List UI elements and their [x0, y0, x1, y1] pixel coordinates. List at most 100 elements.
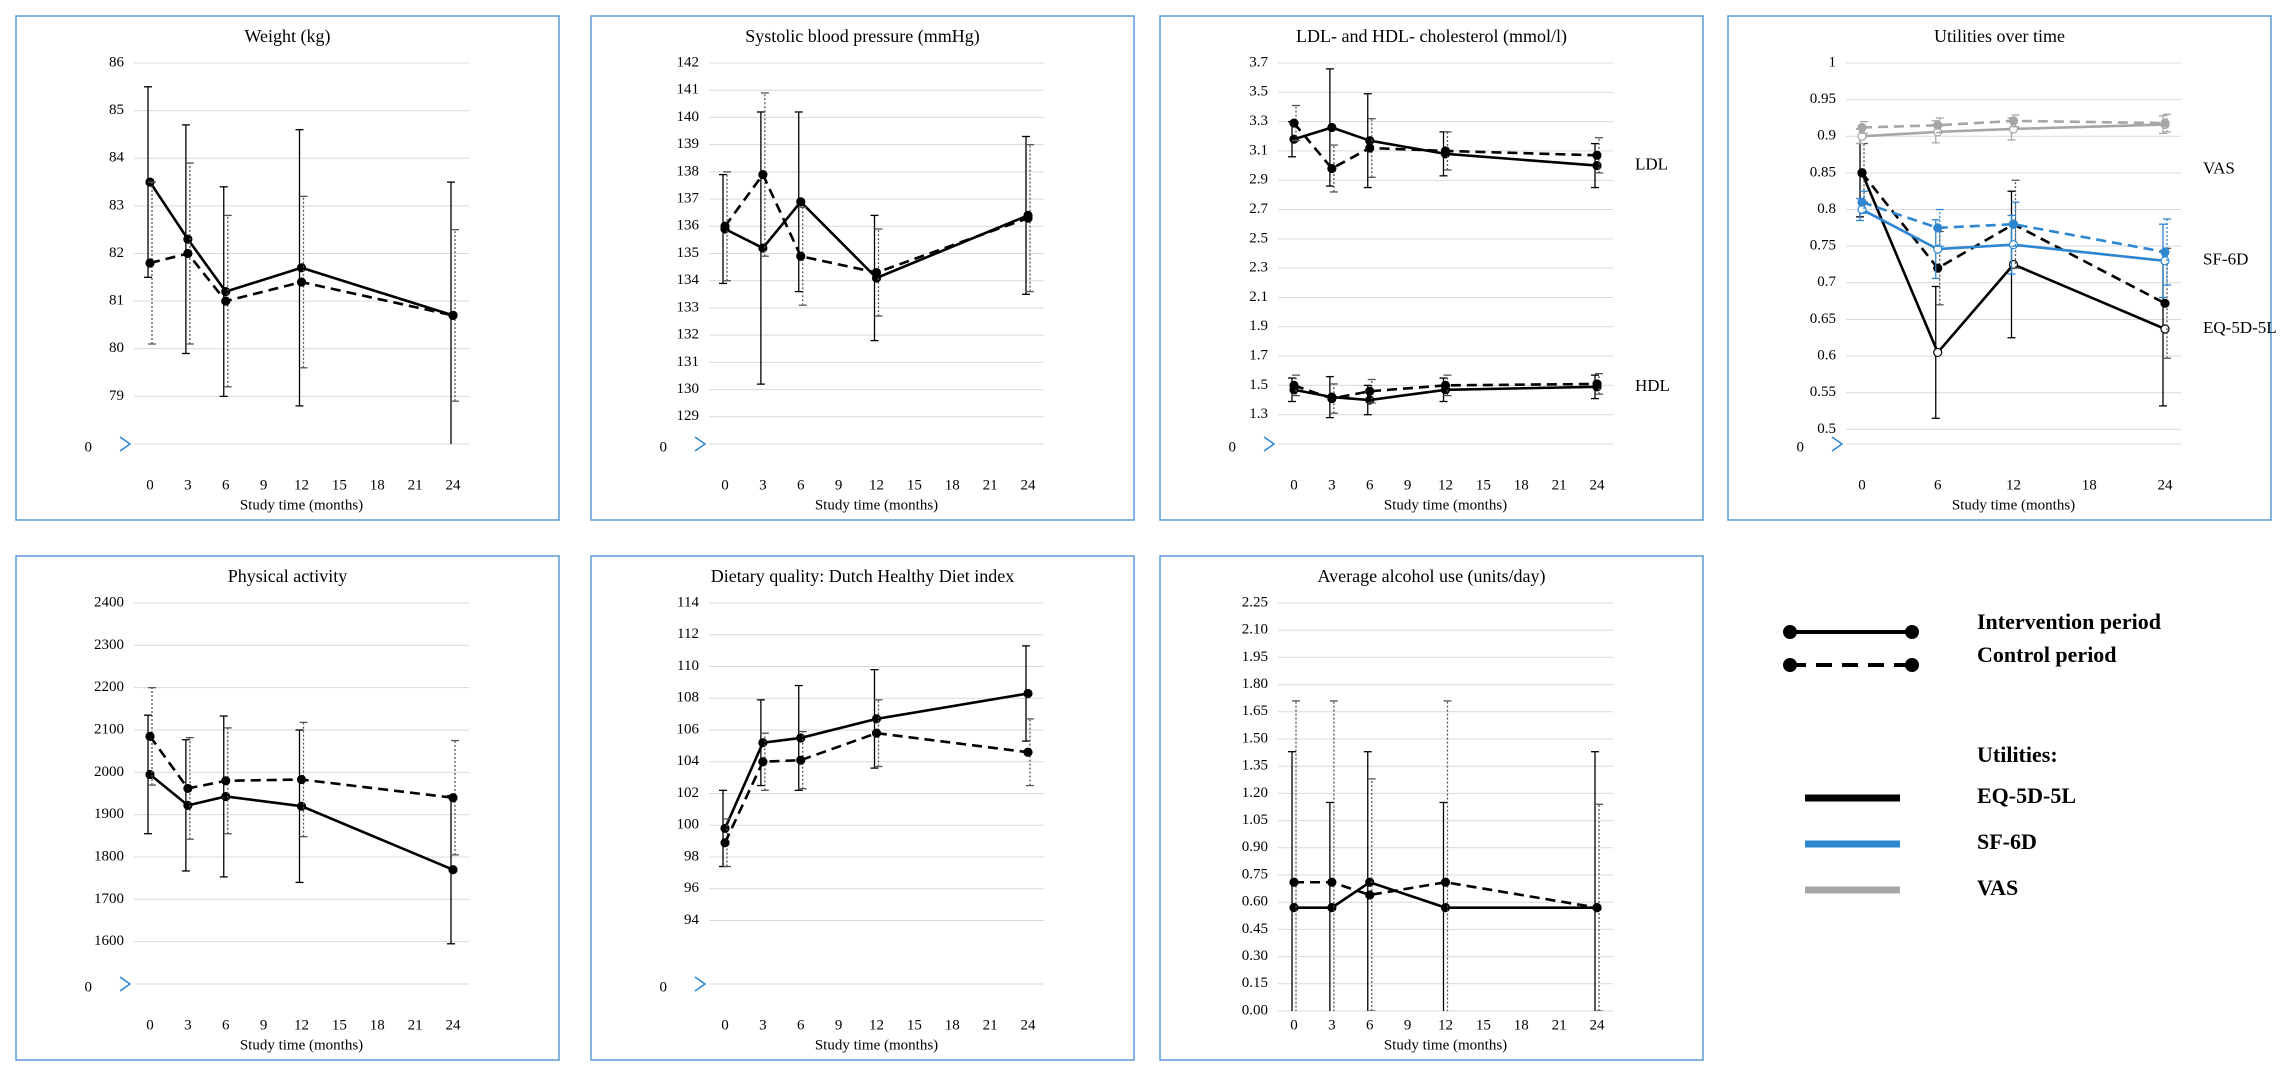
break-label: 0: [660, 439, 668, 455]
chart-title: Dietary quality: Dutch Healthy Diet inde…: [711, 566, 1014, 586]
x-tick-label: 12: [2006, 477, 2021, 493]
data-point: [2160, 324, 2170, 334]
data-point: [1857, 197, 1867, 207]
data-point: [448, 793, 458, 803]
data-point: [2160, 298, 2170, 308]
x-tick-label: 18: [1514, 477, 1529, 493]
x-tick-label: 21: [1552, 1017, 1567, 1033]
axis-break: [1831, 436, 1844, 452]
y-tick-label: 2.7: [1249, 201, 1268, 217]
error-bar: [1935, 208, 1944, 247]
data-point: [1933, 223, 1943, 233]
x-tick-label: 3: [759, 477, 767, 493]
chart-title: Utilities over time: [1934, 26, 2065, 46]
x-tick-label: 15: [332, 1017, 347, 1033]
x-tick-label: 0: [1858, 477, 1866, 493]
data-point: [796, 755, 806, 765]
series-line: [723, 731, 1029, 844]
data-point: [1289, 877, 1299, 887]
y-tick-label: 79: [109, 388, 124, 404]
error-bar: [1443, 374, 1452, 397]
y-tick-label: 0.9: [1817, 128, 1836, 144]
y-tick-label: 2400: [94, 594, 124, 610]
x-tick-label: 18: [2082, 477, 2097, 493]
chart: Weight (kg) 79 80 81 82 83 84 85 86 0 0 3 6 9 12 15 18 21…: [15, 15, 560, 521]
data-point: [2008, 240, 2019, 250]
x-tick-label: 21: [408, 1017, 423, 1033]
x-tick-label: 12: [1438, 1017, 1453, 1033]
data-point: [1023, 213, 1033, 223]
data-point: [2160, 247, 2170, 257]
y-tick-label: 132: [677, 327, 700, 343]
data-point: [145, 258, 155, 268]
y-tick-label: 1.65: [1242, 703, 1268, 719]
x-tick-label: 9: [835, 477, 843, 493]
error-bar: [1860, 190, 1868, 214]
error-bar: [185, 736, 194, 840]
error-bar: [2011, 179, 2020, 269]
x-tick-label: 18: [1514, 1017, 1529, 1033]
data-point: [1023, 688, 1033, 699]
error-bar: [1367, 378, 1376, 404]
data-point: [871, 728, 882, 738]
y-tick-label: 0.8: [1817, 201, 1836, 217]
annotation: SF-6D: [2203, 250, 2248, 269]
data-point: [1933, 347, 1943, 358]
plot-area: [144, 687, 459, 945]
x-tick-label: 0: [721, 477, 729, 493]
x-tick-label: 9: [260, 477, 268, 493]
data-point: [296, 774, 307, 785]
x-tick-label: 0: [146, 477, 154, 493]
error-bar: [1443, 131, 1452, 171]
y-tick-label: 2.10: [1242, 622, 1268, 638]
data-point: [720, 838, 730, 848]
data-point: [1365, 143, 1375, 153]
x-tick-label: 12: [869, 477, 884, 493]
x-tick-label: 24: [1021, 477, 1037, 493]
data-point: [1327, 163, 1337, 174]
data-point: [183, 783, 193, 794]
y-tick-label: 140: [677, 109, 700, 125]
data-point: [1289, 903, 1299, 913]
y-tick-label: 133: [677, 299, 700, 315]
data-point: [758, 757, 768, 767]
y-tick-label: 2.25: [1242, 594, 1268, 610]
axis-break: [119, 976, 132, 992]
chart-title: Physical activity: [228, 566, 347, 586]
y-tick-label: 1.3: [1249, 406, 1268, 422]
data-point: [1592, 379, 1602, 389]
x-tick-label: 18: [945, 1017, 960, 1033]
chart-title: Systolic blood pressure (mmHg): [745, 26, 979, 47]
error-bar: [1292, 374, 1300, 397]
error-bar: [1935, 117, 1944, 134]
chart-frame: [15, 15, 560, 521]
plot-area: [144, 86, 459, 444]
break-label: 0: [1229, 439, 1237, 455]
y-tick-label: 0.15: [1242, 975, 1268, 991]
x-tick-label: 12: [869, 1017, 884, 1033]
data-point: [1023, 747, 1033, 757]
data-point: [145, 731, 155, 741]
data-point: [1857, 168, 1867, 178]
plot-area: [1288, 700, 1603, 1011]
data-point: [1592, 160, 1602, 171]
annotation: LDL: [1635, 154, 1668, 173]
chart: Physical activity16001700180019002000210…: [15, 555, 560, 1061]
data-point: [1289, 380, 1299, 390]
legend-label: Control period: [1977, 642, 2117, 667]
chart: Average alcohol use (units/day) 0.00 0.15 0…: [1159, 555, 1704, 1061]
data-point: [1289, 118, 1299, 128]
data-point: [183, 800, 193, 810]
y-tick-label: 142: [677, 54, 700, 70]
data-point: [183, 248, 193, 259]
axis-break: [694, 976, 707, 992]
y-tick-label: 94: [684, 912, 700, 928]
plot-area: [1856, 113, 2171, 420]
x-tick-label: 21: [983, 1017, 998, 1033]
x-tick-label: 18: [370, 1017, 385, 1033]
data-point: [1327, 122, 1337, 133]
data-point: [296, 263, 307, 273]
data-point: [2160, 118, 2170, 128]
y-tick-label: 84: [109, 150, 125, 166]
data-point: [758, 738, 768, 748]
